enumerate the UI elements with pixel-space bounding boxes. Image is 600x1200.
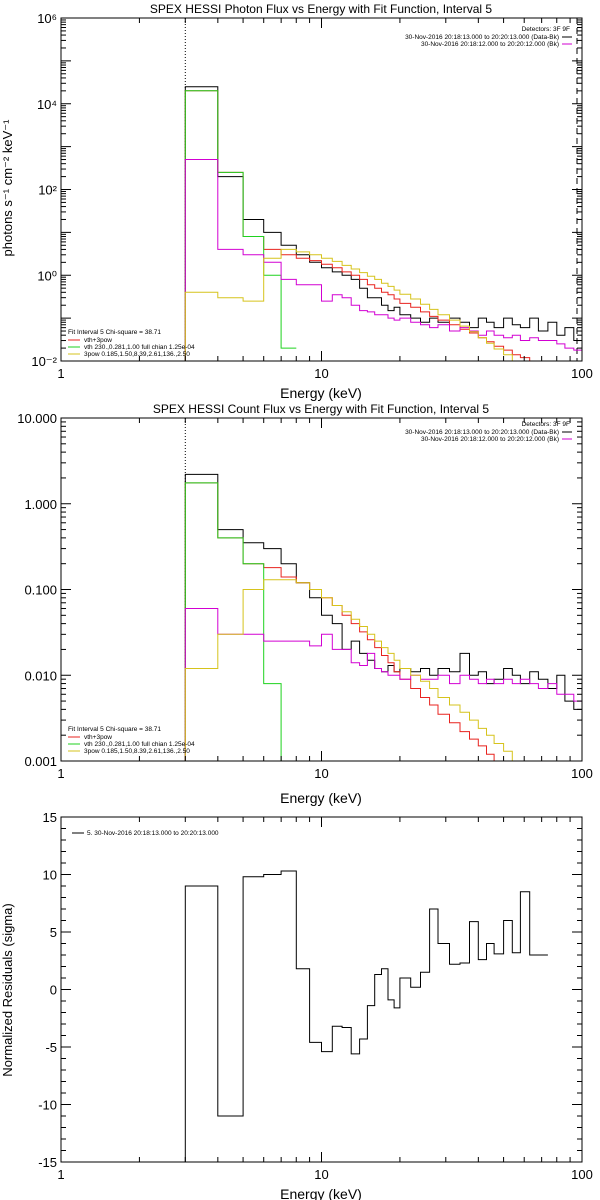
fit-entry-vth-3pow: vth+3pow [84,337,112,344]
y-tick-label: 10 [43,868,57,883]
photon-flux-title: SPEX HESSI Photon Flux vs Energy with Fi… [150,2,492,16]
y-tick-label: 10⁶ [37,11,57,26]
series-yellow-line [184,248,521,361]
y-tick-label: 0.010 [24,668,57,683]
y-tick-label: -5 [45,1040,57,1055]
x-tick-label: 100 [571,366,593,381]
y-tick-label: 0.001 [24,754,57,769]
count-flux-x-label: Energy (keV) [280,790,362,806]
x-tick-label: 100 [571,766,593,781]
x-tick-label: 10 [314,766,328,781]
photon-flux-tick-labels: 1 10 100 10⁻² 10⁰ 10² 10⁴ 10⁶ [31,11,593,381]
x-tick-label: 1 [57,766,64,781]
legend-entry-bk: 30-Nov-2016 20:18:12.000 to 20:20:12.000… [421,41,559,48]
y-tick-label: 10⁰ [37,268,57,283]
legend-entry-interval: 5. 30-Nov-2016 20:18:13.000 to 20:20:13.… [87,830,219,837]
count-flux-legend-topright: Detectors: 3F 9F 30-Nov-2016 20:18:13.00… [405,421,572,443]
residuals-legend: 5. 30-Nov-2016 20:18:13.000 to 20:20:13.… [72,830,219,837]
series-black-line [184,870,548,1162]
y-tick-label: 5 [50,925,57,940]
y-tick-label: 15 [43,810,57,825]
plot-clip-group [184,418,582,761]
count-flux-frame [60,417,583,762]
count-flux-tick-labels: 1 10 100 0.001 0.010 0.100 1.000 10.000 [17,411,593,781]
x-tick-label: 10 [314,366,328,381]
photon-flux-y-label: photons s⁻¹ cm⁻² keV⁻¹ [0,119,15,257]
fit-header: Fit Interval 5 Chi-square = 38.71 [68,329,161,336]
fit-entry-vth: vth 230.,0.281,1.00 full chian 1.25e-04 [84,741,195,748]
x-tick-label: 1 [57,1167,64,1182]
x-tick-label: 10 [314,1167,328,1182]
y-tick-label: 0.100 [24,583,57,598]
photon-flux-legend-fit: Fit Interval 5 Chi-square = 38.71 vth+3p… [68,329,195,358]
legend-entry-data-bk: 30-Nov-2016 20:18:13.000 to 20:20:13.000… [405,429,559,436]
fit-entry-3pow: 3pow 0.185,1.50,8.39,2.61,136.,2.50 [84,748,190,755]
count-flux-legend-fit: Fit Interval 5 Chi-square = 38.71 vth+3p… [68,726,195,755]
series-green-line [184,90,297,361]
residuals-y-label: Normalized Residuals (sigma) [0,903,15,1076]
legend-entry-data-bk: 30-Nov-2016 20:18:13.000 to 20:20:13.000… [405,34,559,41]
series-green-line [184,482,282,761]
count-flux-panel: SPEX HESSI Count Flux vs Energy with Fit… [17,402,593,806]
y-tick-label: 10⁻² [31,354,57,369]
plot-clip-group [184,870,548,1162]
series-black-line [184,86,582,361]
residuals-panel: Energy (keV) Normalized Residuals (sigma… [0,810,593,1200]
series-yellow-line [184,579,521,761]
photon-flux-legend-topright: Detectors: 3F 9F 30-Nov-2016 20:18:13.00… [405,26,572,48]
series-red-line [184,90,539,361]
fit-entry-vth: vth 230.,0.281,1.00 full chian 1.25e-04 [84,344,195,351]
count-flux-title: SPEX HESSI Count Flux vs Energy with Fit… [153,402,489,416]
y-tick-label: 10⁴ [37,97,57,112]
fit-header: Fit Interval 5 Chi-square = 38.71 [68,726,161,733]
y-tick-label: 10.000 [17,411,57,426]
photon-flux-x-label: Energy (keV) [280,385,362,401]
series-magenta-line [184,159,582,361]
x-tick-label: 100 [571,1167,593,1182]
count-flux-plot-area [60,418,583,762]
residuals-frame [60,816,583,1163]
y-tick-label: 10² [38,183,57,198]
x-tick-label: 1 [57,366,64,381]
residuals-tick-labels: 1 10 100 -15 -10 -5 0 5 10 15 [38,810,593,1182]
photon-flux-frame [60,17,583,362]
y-tick-label: -10 [38,1098,57,1113]
legend-entry-bk: 30-Nov-2016 20:18:12.000 to 20:20:12.000… [421,436,559,443]
photon-flux-panel: SPEX HESSI Photon Flux vs Energy with Fi… [0,2,593,401]
y-tick-label: 1.000 [24,497,57,512]
y-tick-label: -15 [38,1155,57,1170]
residuals-x-label: Energy (keV) [280,1186,362,1200]
y-tick-label: 0 [50,983,57,998]
fit-entry-3pow: 3pow 0.185,1.50,8.39,2.61,136.,2.50 [84,351,190,358]
fit-entry-vth-3pow: vth+3pow [84,734,112,741]
photon-flux-plot-area [60,18,583,362]
legend-header: Detectors: 3F 9F [522,26,570,33]
legend-header: Detectors: 3F 9F [522,421,570,428]
